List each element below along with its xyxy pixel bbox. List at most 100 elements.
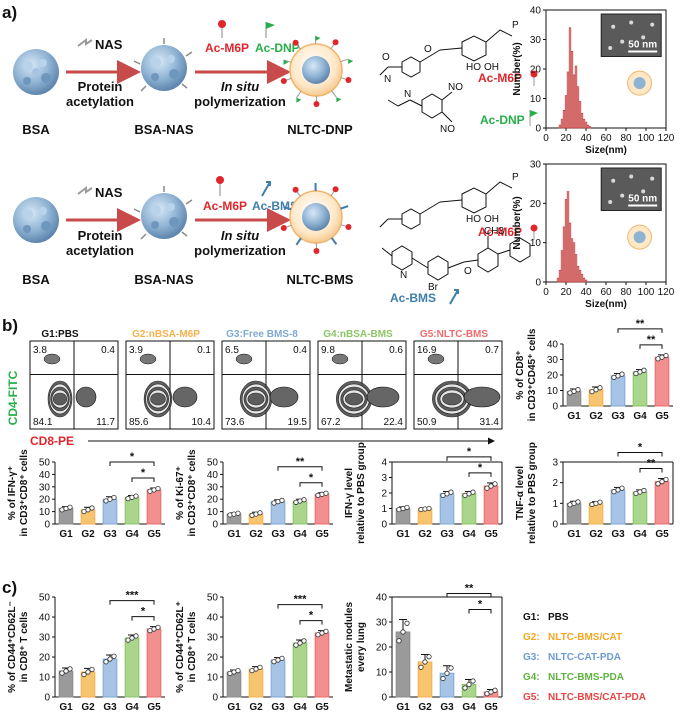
x-tick-label: G4: [293, 529, 307, 540]
x-tick-label: G4: [125, 529, 139, 540]
histogram-x-label: Size(nm): [585, 299, 627, 310]
flow-x-axis-label: CD8-PE: [30, 434, 74, 448]
significance-label: ***: [294, 594, 308, 606]
significance-label: *: [141, 467, 146, 479]
data-point: [85, 669, 91, 675]
x-tick-label: 0: [543, 133, 549, 144]
data-point: [418, 664, 424, 670]
x-tick-label: G1: [59, 702, 73, 713]
dnp-flag-head: [315, 36, 321, 42]
bsa-protein-icon-2: [13, 197, 59, 243]
bar: [654, 481, 670, 525]
scheme-bottom: NAS Protein acetylation BSA BSA-NAS Ac-M…: [13, 172, 538, 305]
density-contour-top: [331, 353, 349, 365]
data-point: [257, 664, 263, 670]
pin-stem: [283, 59, 292, 63]
significance-bracket: [299, 482, 323, 487]
tem-particle: [629, 174, 634, 179]
x-tick-label: 40: [580, 287, 592, 298]
data-point: [235, 510, 241, 516]
x-tick-label: 100: [638, 133, 655, 144]
data-point: [492, 481, 498, 487]
data-point: [597, 385, 603, 391]
panel-label-b: b): [2, 316, 18, 335]
dnp-flag-head: [296, 97, 302, 103]
m6p-pin-head: [345, 77, 352, 84]
nltc-dnp-nanoparticle-icon: [280, 35, 354, 107]
histogram-bar: [564, 199, 568, 283]
significance-label: **: [296, 456, 305, 468]
bar: [146, 628, 162, 698]
density-contour-top: [43, 353, 61, 365]
bar: [632, 491, 648, 525]
quadrant-value-lr: 22.4: [384, 417, 404, 428]
density-contour-top: [235, 353, 253, 365]
density-contour-right: [463, 386, 501, 408]
data-point: [133, 633, 139, 639]
y-tick-label: 3: [552, 458, 558, 469]
x-tick-label: G5: [655, 529, 669, 540]
flow-group-title: G3:Free BMS-8: [226, 329, 298, 340]
bms-structure: [381, 236, 531, 281]
histogram-bar: [580, 273, 584, 283]
legend-name: NLTC-BMS/CAT-PDA: [548, 692, 646, 703]
significance-label: *: [141, 606, 146, 618]
legend-name: PBS: [548, 612, 569, 623]
data-point: [125, 637, 131, 643]
quadrant-value-ll: 50.9: [417, 417, 437, 428]
histogram-bar: [578, 269, 582, 283]
data-point: [59, 670, 65, 676]
legend-key: G3:: [523, 652, 540, 663]
bar-chart-cd44-cd62l-pos: 0 10 20 30 40 50 G1 G2 G3 G4 G5 **** % of CD44⁺CD62L…: [175, 593, 333, 713]
x-tick-label: G1: [396, 529, 410, 540]
significance-bracket: [446, 456, 492, 461]
x-tick-label: G2: [418, 529, 432, 540]
significance-bracket: [109, 600, 155, 605]
quadrant-value-ll: 67.2: [321, 417, 341, 428]
x-tick-label: G4: [633, 529, 647, 540]
data-point: [107, 656, 113, 662]
histogram-bar: [556, 277, 560, 283]
product-label-2: NLTC-BMS: [287, 272, 354, 287]
quadrant-value-lr: 10.4: [192, 417, 212, 428]
significance-label: *: [309, 472, 314, 484]
data-point: [89, 666, 95, 673]
y-tick-label: 20: [376, 643, 388, 654]
y-tick-label: 40: [207, 470, 219, 481]
data-point: [597, 499, 603, 505]
quadrant-value-lr: 31.4: [480, 417, 500, 428]
m6p-pin-head: [313, 100, 320, 107]
x-tick-label: 40: [580, 133, 592, 144]
x-tick-label: G5: [484, 702, 498, 713]
significance-label: *: [478, 462, 483, 474]
x-tick-label: G5: [315, 702, 329, 713]
tem-particle: [620, 39, 625, 44]
bar: [439, 493, 455, 525]
group-legend: G1: PBS G2: NLTC-BMS/CAT G3: NLTC-CAT-PDA G4: N…: [523, 612, 646, 703]
quadrant-value-ll: 73.6: [225, 417, 245, 428]
flow-group-title: G2:nBSA-M6P: [132, 329, 200, 340]
quadrant-value-ur: 0.6: [389, 345, 403, 356]
bsa-nas-protein-icon: [133, 38, 193, 92]
data-point: [404, 620, 410, 626]
scheme-top: NAS Protein acetylation BSA BSA-NAS Ac-M…: [13, 20, 538, 137]
quadrant-value-ur: 0.1: [197, 345, 211, 356]
y-tick-label: 30: [530, 35, 542, 46]
y-tick-label: 2: [381, 489, 387, 500]
x-tick-label: G5: [147, 702, 161, 713]
step2-line1-b: In situ: [221, 228, 259, 243]
tem-particle: [611, 178, 616, 183]
bar: [483, 485, 499, 525]
step2-line2: polymerization: [194, 94, 286, 109]
data-point: [279, 497, 285, 503]
data-point: [655, 481, 661, 487]
legend-name: NLTC-CAT-PDA: [548, 652, 621, 663]
density-contour-right: [366, 386, 400, 408]
m6p-o-atom-2: O: [382, 52, 390, 63]
y-tick-label: 20: [547, 371, 559, 382]
tem-particle: [608, 199, 613, 204]
y-tick-label: 4: [381, 458, 387, 469]
bms-n-atom: N: [400, 270, 407, 281]
